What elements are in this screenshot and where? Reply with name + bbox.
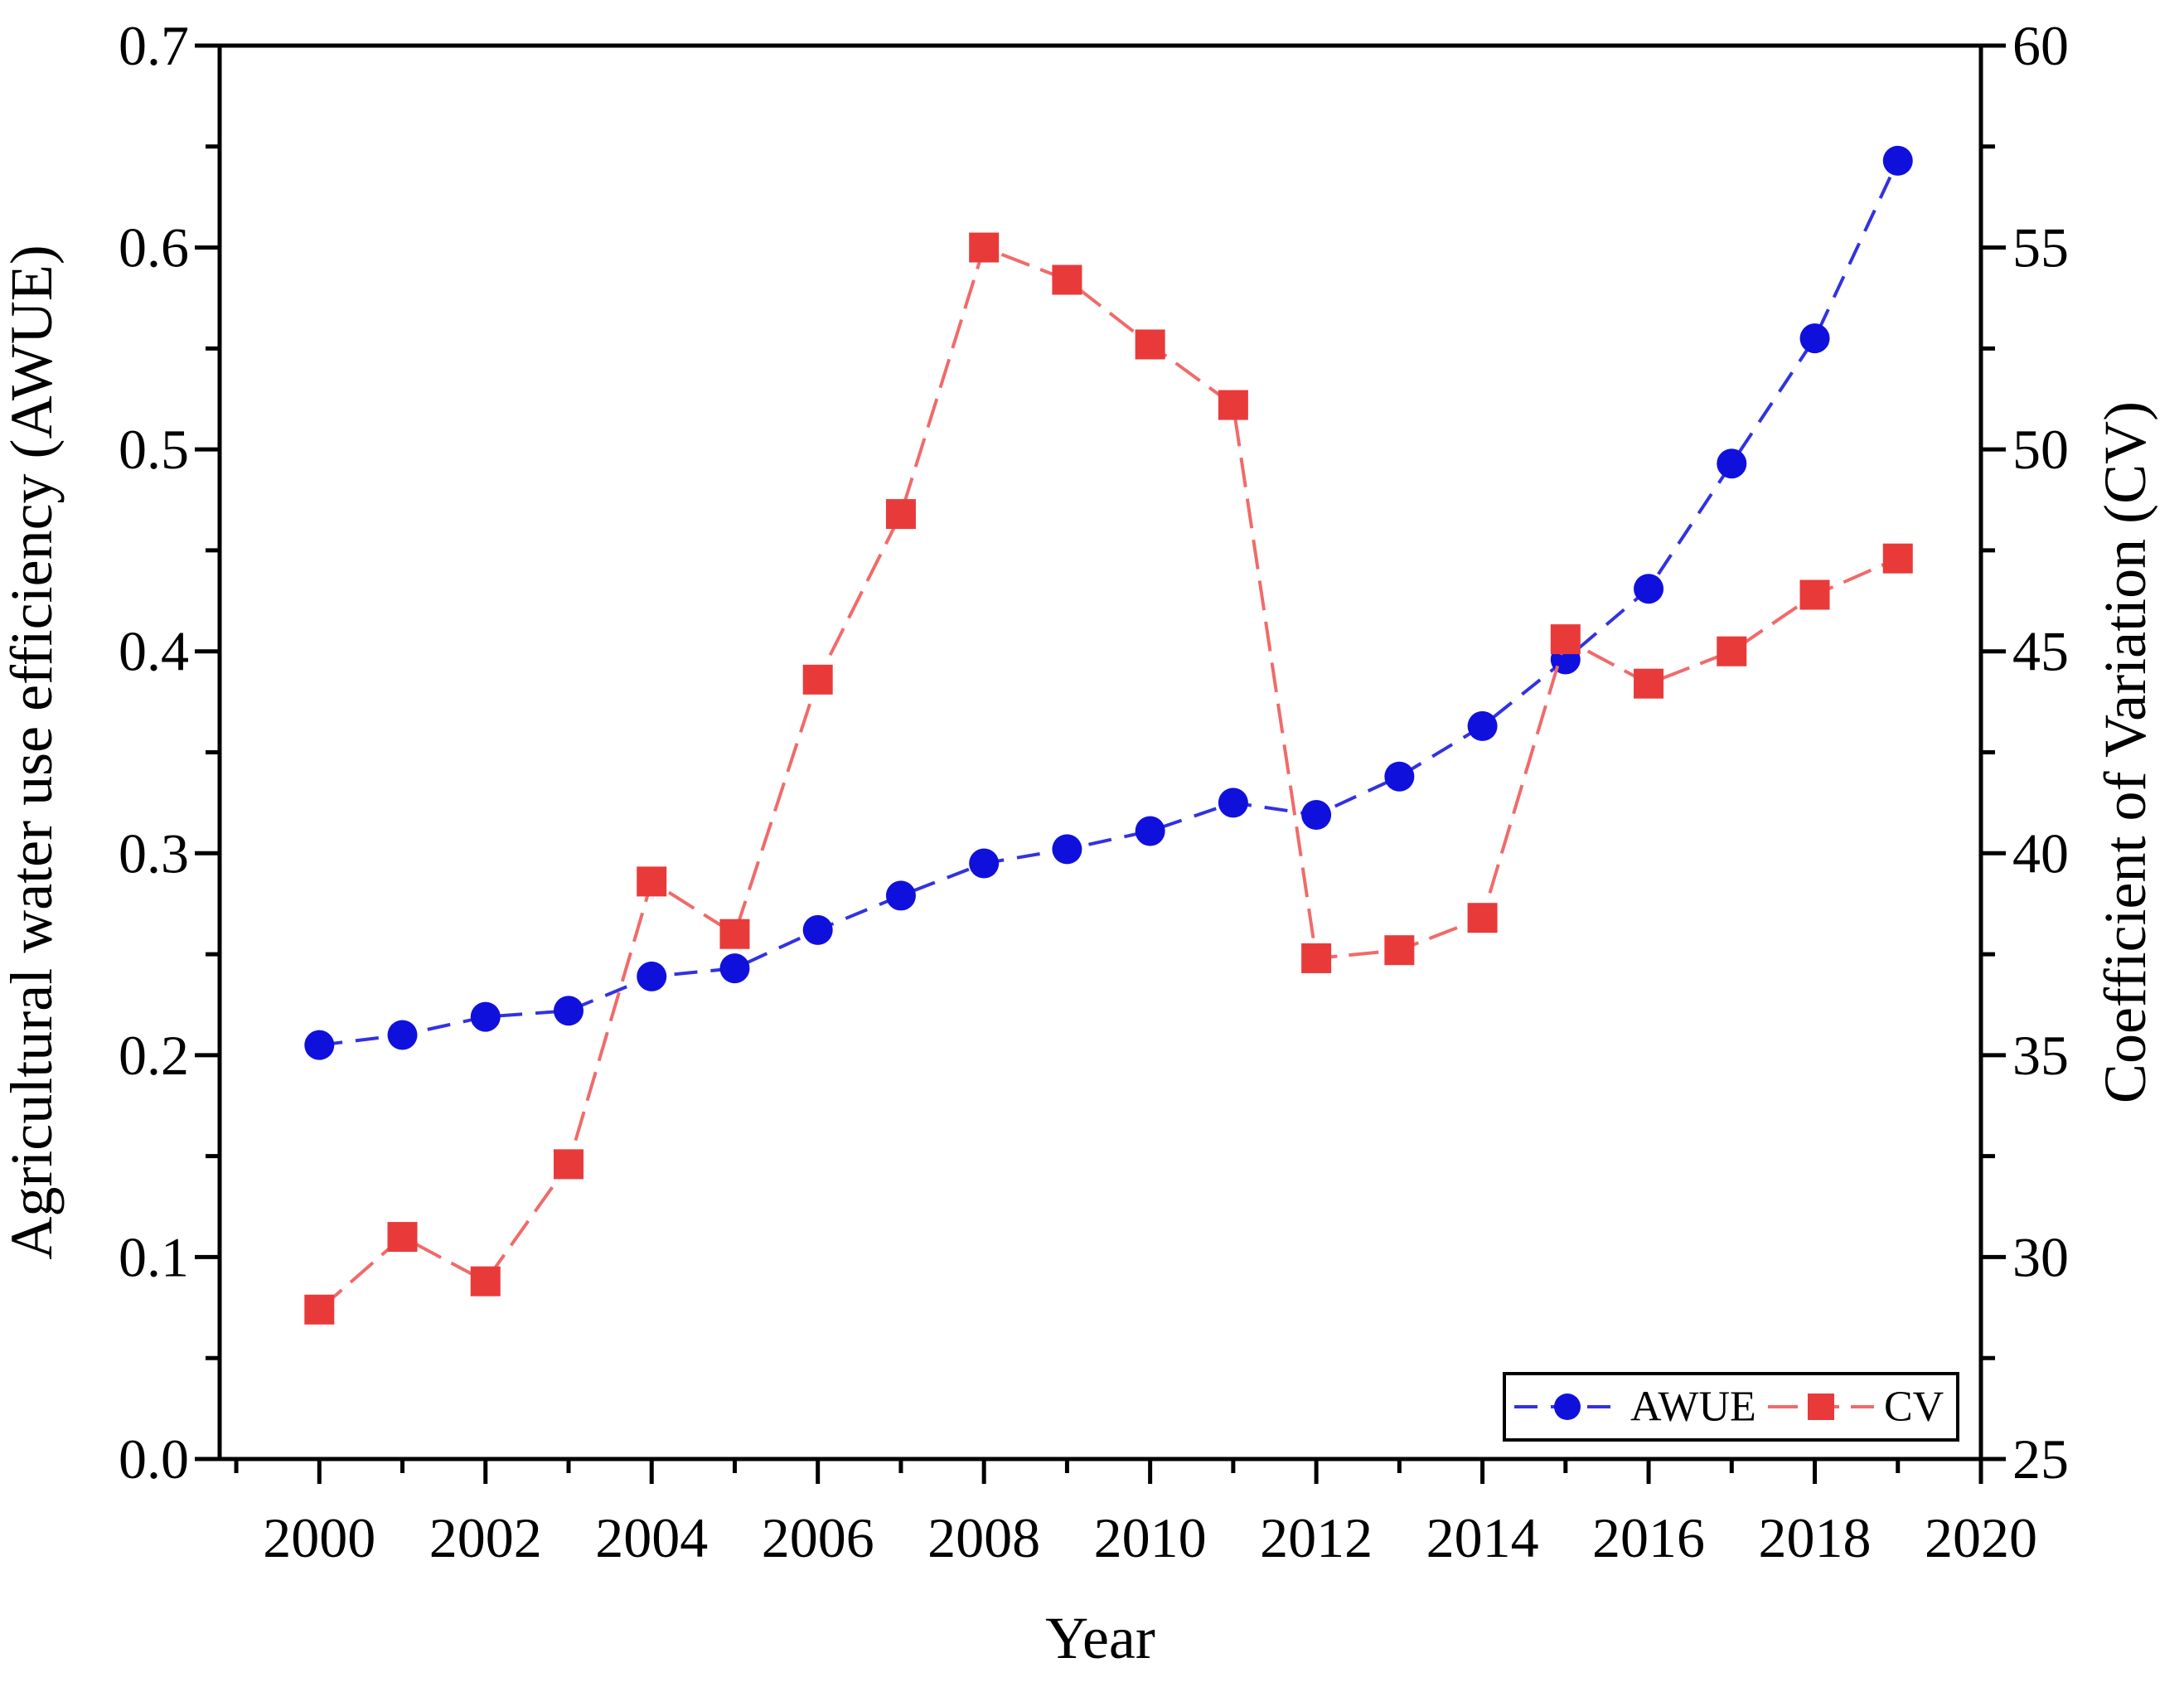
data-point-awue bbox=[802, 914, 833, 945]
data-point-awue bbox=[1799, 323, 1830, 354]
data-point-awue bbox=[1717, 448, 1747, 479]
series-line-awue bbox=[319, 159, 1900, 1047]
left-tick-label: 0.0 bbox=[119, 1428, 189, 1491]
x-tick-label: 2010 bbox=[1094, 1506, 1207, 1569]
data-point-cv bbox=[1052, 264, 1082, 295]
data-point-cv bbox=[304, 1294, 335, 1325]
data-point-cv bbox=[1218, 390, 1248, 420]
data-point-awue bbox=[1634, 574, 1664, 604]
data-point-awue bbox=[969, 848, 1000, 879]
data-point-awue bbox=[1467, 710, 1498, 741]
legend-marker-awue bbox=[1554, 1394, 1581, 1420]
data-point-awue bbox=[637, 961, 667, 991]
data-point-cv bbox=[1717, 636, 1747, 666]
x-tick-label: 2002 bbox=[429, 1506, 542, 1569]
data-point-cv bbox=[470, 1266, 501, 1297]
data-point-cv bbox=[553, 1149, 584, 1180]
left-tick-label: 0.2 bbox=[119, 1024, 189, 1087]
x-tick-label: 2006 bbox=[762, 1506, 874, 1569]
data-point-awue bbox=[1135, 816, 1165, 846]
left-tick-label: 0.3 bbox=[119, 822, 189, 885]
x-tick-label: 2004 bbox=[595, 1506, 708, 1569]
left-tick-label: 0.4 bbox=[119, 620, 189, 683]
right-tick-label: 25 bbox=[2012, 1428, 2069, 1491]
left-tick-label: 0.1 bbox=[119, 1225, 189, 1288]
data-point-awue bbox=[885, 880, 916, 911]
data-point-cv bbox=[637, 866, 667, 897]
right-tick-label: 35 bbox=[2012, 1024, 2069, 1087]
x-tick-label: 2016 bbox=[1592, 1506, 1705, 1569]
data-point-awue bbox=[1384, 761, 1415, 792]
data-point-cv bbox=[802, 664, 833, 695]
data-point-cv bbox=[1135, 329, 1165, 360]
x-tick-label: 2014 bbox=[1426, 1506, 1539, 1569]
x-axis-title: Year bbox=[1045, 1605, 1155, 1671]
right-tick-label: 45 bbox=[2012, 620, 2069, 683]
data-point-cv bbox=[969, 232, 1000, 263]
x-tick-label: 2018 bbox=[1759, 1506, 1872, 1569]
data-point-awue bbox=[387, 1020, 418, 1050]
data-point-awue bbox=[1052, 834, 1082, 865]
data-point-cv bbox=[719, 919, 750, 949]
data-point-awue bbox=[1882, 145, 1913, 176]
x-tick-label: 2008 bbox=[927, 1506, 1040, 1569]
data-point-awue bbox=[470, 1001, 501, 1032]
data-point-cv bbox=[1550, 624, 1581, 655]
right-tick-label: 30 bbox=[2012, 1225, 2069, 1288]
left-tick-label: 0.6 bbox=[119, 216, 189, 279]
data-point-cv bbox=[1882, 543, 1913, 574]
data-point-cv bbox=[1301, 943, 1332, 973]
data-point-awue bbox=[1301, 800, 1332, 831]
legend-label-cv: CV bbox=[1884, 1384, 1944, 1431]
x-tick-label: 2012 bbox=[1260, 1506, 1373, 1569]
right-tick-label: 55 bbox=[2012, 216, 2069, 279]
legend-marker-cv bbox=[1808, 1394, 1834, 1420]
data-point-cv bbox=[885, 499, 916, 530]
data-point-cv bbox=[387, 1222, 418, 1253]
right-tick-label: 50 bbox=[2012, 418, 2069, 481]
left-axis-title: Agricultural water use efficiency (AWUE) bbox=[0, 245, 65, 1259]
right-axis-title: Coefficient of Variation (CV) bbox=[2092, 401, 2158, 1103]
data-point-cv bbox=[1634, 668, 1664, 699]
data-point-cv bbox=[1467, 903, 1498, 933]
legend-label-awue: AWUE bbox=[1630, 1384, 1756, 1431]
right-tick-label: 40 bbox=[2012, 822, 2069, 885]
data-point-cv bbox=[1384, 935, 1415, 966]
data-point-awue bbox=[719, 953, 750, 984]
data-point-awue bbox=[553, 996, 584, 1026]
x-tick-label: 2000 bbox=[263, 1506, 375, 1569]
plot-border bbox=[217, 43, 1983, 1461]
data-point-awue bbox=[304, 1030, 335, 1060]
right-tick-label: 60 bbox=[2012, 14, 2069, 77]
x-tick-label: 2020 bbox=[1925, 1506, 2037, 1569]
data-point-awue bbox=[1218, 788, 1248, 818]
left-tick-label: 0.7 bbox=[119, 14, 189, 77]
left-tick-label: 0.5 bbox=[119, 418, 189, 481]
data-point-cv bbox=[1799, 579, 1830, 610]
